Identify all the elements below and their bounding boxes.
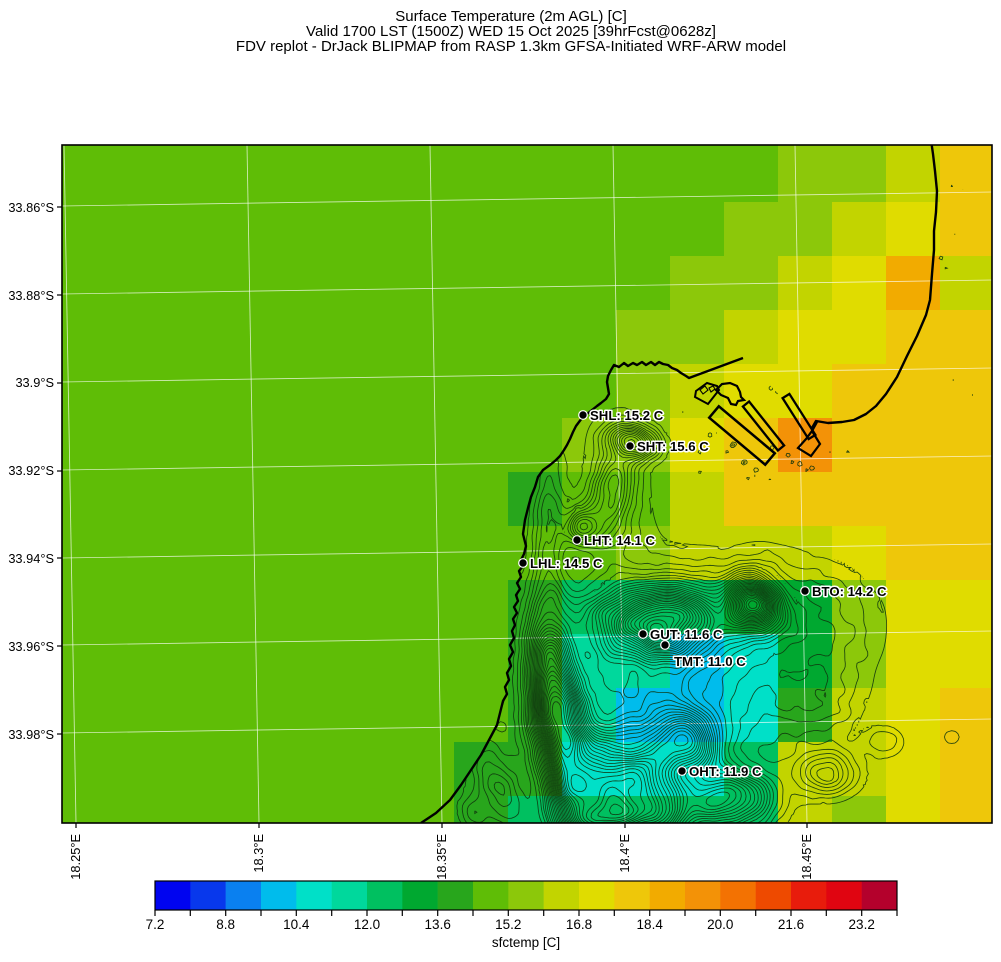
svg-text:18.4: 18.4 — [637, 917, 664, 932]
svg-text:18.4°E: 18.4°E — [617, 834, 632, 873]
svg-text:33.92°S: 33.92°S — [8, 463, 54, 478]
svg-text:SHT: 15.6 C: SHT: 15.6 C — [637, 439, 709, 454]
svg-text:33.9°S: 33.9°S — [15, 375, 54, 390]
svg-text:LHL: 14.5 C: LHL: 14.5 C — [530, 556, 603, 571]
svg-text:OHT: 11.9 C: OHT: 11.9 C — [689, 764, 762, 779]
svg-text:7.2: 7.2 — [146, 917, 165, 932]
svg-text:33.98°S: 33.98°S — [8, 727, 54, 742]
svg-text:10.4: 10.4 — [283, 917, 310, 932]
svg-text:18.35°E: 18.35°E — [434, 834, 449, 880]
svg-text:Valid 1700 LST (1500Z) WED 15: Valid 1700 LST (1500Z) WED 15 Oct 2025 [… — [306, 23, 716, 40]
svg-text:20.0: 20.0 — [707, 917, 733, 932]
svg-text:15.2: 15.2 — [495, 917, 521, 932]
svg-text:8.8: 8.8 — [216, 917, 235, 932]
svg-text:23.2: 23.2 — [849, 917, 875, 932]
svg-text:33.96°S: 33.96°S — [8, 639, 54, 654]
svg-text:TMT: 11.0 C: TMT: 11.0 C — [674, 654, 746, 669]
svg-text:18.25°E: 18.25°E — [68, 834, 83, 880]
svg-text:SHL: 15.2 C: SHL: 15.2 C — [590, 408, 664, 423]
svg-text:13.6: 13.6 — [425, 917, 451, 932]
svg-text:BTO: 14.2 C: BTO: 14.2 C — [812, 584, 887, 599]
svg-text:18.45°E: 18.45°E — [799, 834, 814, 880]
svg-text:FDV replot - DrJack BLIPMAP fr: FDV replot - DrJack BLIPMAP from RASP 1.… — [236, 38, 786, 55]
svg-text:33.88°S: 33.88°S — [8, 288, 54, 303]
svg-text:LHT: 14.1 C: LHT: 14.1 C — [584, 533, 656, 548]
svg-text:33.86°S: 33.86°S — [8, 200, 54, 215]
svg-text:21.6: 21.6 — [778, 917, 804, 932]
svg-text:GUT: 11.6 C: GUT: 11.6 C — [650, 627, 723, 642]
svg-text:12.0: 12.0 — [354, 917, 380, 932]
svg-text:sfctemp [C]: sfctemp [C] — [492, 935, 560, 950]
svg-text:Surface Temperature (2m AGL) [: Surface Temperature (2m AGL) [C] — [395, 8, 626, 25]
svg-text:16.8: 16.8 — [566, 917, 592, 932]
svg-text:33.94°S: 33.94°S — [8, 551, 54, 566]
svg-text:18.3°E: 18.3°E — [251, 834, 266, 873]
